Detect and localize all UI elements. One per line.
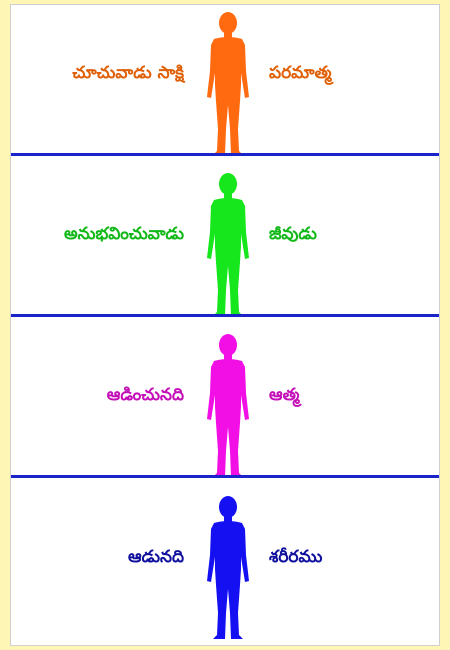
panel-body-left-label: ఆడునది xyxy=(128,547,184,567)
panel-witness-right-label: పరమాత్మ xyxy=(269,63,332,83)
panel-animator-right-label: ఆత్మ xyxy=(269,385,300,405)
panel-experiencer-left-label: అనుభవించువాడు xyxy=(64,224,184,244)
human-figure-icon xyxy=(207,496,249,639)
divider xyxy=(11,475,439,478)
panel-witness-left-label: చూచువాడు సాక్షి xyxy=(72,63,184,83)
panel-body: ఆడునది శరీరము xyxy=(11,489,439,649)
panel-witness: చూచువాడు సాక్షి పరమాత్మ xyxy=(11,5,439,165)
panel-animator-left-label: ఆడించునది xyxy=(106,385,184,405)
human-figure-icon xyxy=(207,173,249,316)
divider xyxy=(11,153,439,156)
panel-animator: ఆడించునది ఆత్మ xyxy=(11,327,439,487)
human-figure-icon xyxy=(207,334,249,477)
panel-experiencer-right-label: జీవుడు xyxy=(269,224,317,244)
panel-body-right-label: శరీరము xyxy=(269,547,323,567)
human-figure-icon xyxy=(207,12,249,155)
panel-experiencer: అనుభవించువాడు జీవుడు xyxy=(11,166,439,326)
diagram-card: చూచువాడు సాక్షి పరమాత్మ అనుభవించువాడు జీ… xyxy=(10,4,440,646)
divider xyxy=(11,314,439,317)
